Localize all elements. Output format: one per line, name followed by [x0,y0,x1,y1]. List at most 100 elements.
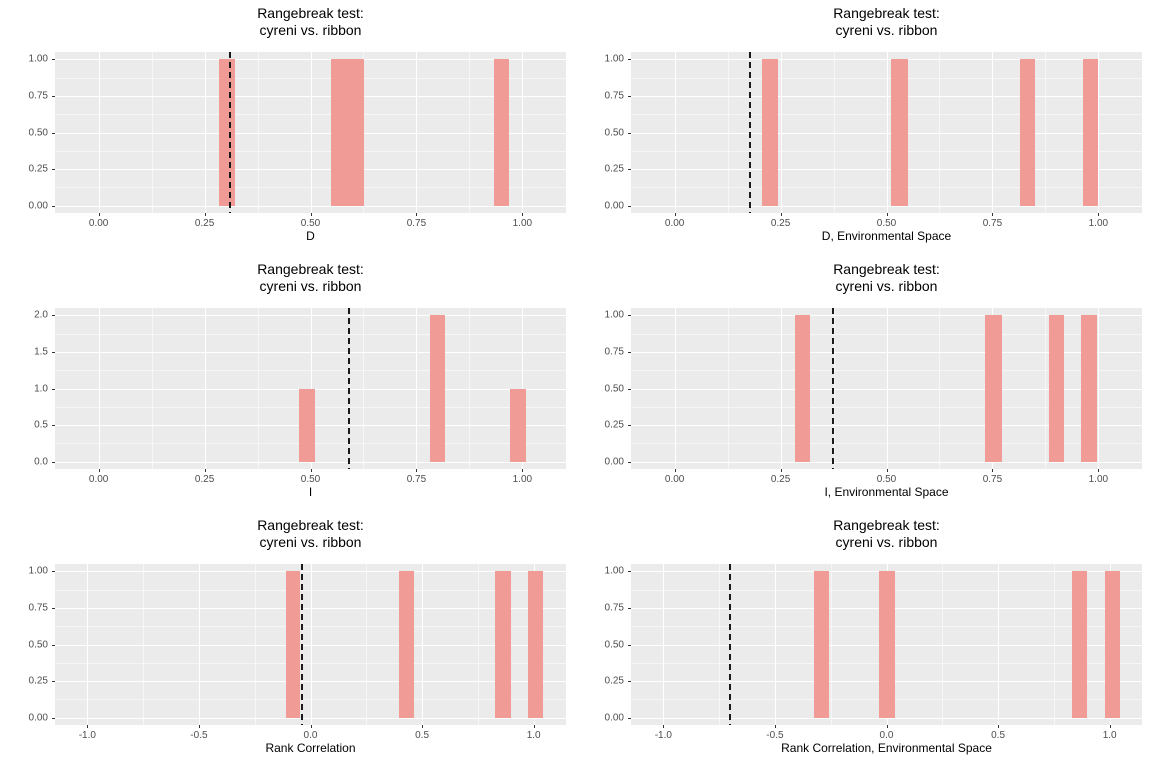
histogram-bar [510,388,526,462]
x-tick-label: 0.50 [300,474,321,485]
gridline-major-horizontal [631,132,1142,134]
plot-title: Rangebreak test: cyreni vs. ribbon [55,5,566,39]
x-tick-mark [674,213,676,216]
x-tick-mark [992,469,994,472]
x-tick-label: 0.50 [876,218,897,229]
x-tick-mark [780,469,782,472]
gridline-major-horizontal [55,717,566,719]
plot-panel: -1.0 -0.5 0.0 0.5 1.0 0.00 0.25 0.50 0.75 1.00 [29,564,566,741]
y-tick-label: 0.00 [604,456,624,468]
y-tick-mark [628,461,631,463]
y-tick-label: 0.25 [604,163,624,175]
plot-title-line1: Rangebreak test: [833,517,940,533]
y-tick-label: 1.0 [34,383,48,394]
gridline-major-horizontal [55,315,566,317]
gridline-major-horizontal [631,425,1142,427]
histogram-bar [891,59,909,206]
y-tick-label: 0.50 [28,127,48,138]
y-tick-label: 1.5 [34,346,48,358]
y-tick-mark [628,717,631,719]
x-tick-mark [98,469,100,472]
x-tick-label: 1.0 [526,730,541,741]
gridline-major-horizontal [631,169,1142,171]
x-tick-label: 0.75 [982,218,1003,229]
y-tick-mark [52,132,55,134]
y-tick-label: 0.50 [604,383,624,394]
plot-rank-correlation-env: Rangebreak test: cyreni vs. ribbon -1.0-… [576,512,1152,768]
x-tick-label: 0.0 [303,730,318,741]
histogram-bar [879,571,895,718]
plot-d-env: Rangebreak test: cyreni vs. ribbon 0.00 0… [576,0,1152,256]
histogram-bar [429,315,446,462]
x-tick-label: 0.50 [876,474,897,485]
gridline-major-horizontal [631,351,1142,353]
y-tick-mark [52,717,55,719]
plot-title-line2: cyreni vs. ribbon [835,534,938,550]
y-tick-mark [628,425,631,427]
plot-title-line1: Rangebreak test: [257,517,364,533]
x-tick-label: 1.00 [1088,218,1109,229]
observed-value-dashed-line [748,52,751,213]
y-tick-mark [628,132,631,134]
observed-value-dashed-line [728,564,731,725]
y-tick-label: 0.75 [28,90,48,102]
x-tick-mark [416,469,418,472]
observed-value-dashed-line [228,52,231,213]
x-tick-mark [98,213,100,216]
histogram-bar [794,315,811,462]
gridline-major-horizontal [55,461,566,463]
x-tick-label: 0.75 [406,474,427,485]
x-tick-label: 0.00 [664,218,685,229]
histogram-bar [985,315,1002,462]
histogram-bar [218,59,236,206]
gridline-major-horizontal [631,95,1142,97]
gridline-major-horizontal [55,205,566,207]
histogram-bar [1072,571,1088,718]
gridline-major-horizontal [55,351,566,353]
x-tick-label: -1.0 [654,730,672,741]
observed-value-dashed-line [348,308,351,469]
x-axis-label: I, Environmental Space [824,485,949,499]
y-tick-label: 0.25 [604,419,624,431]
y-tick-label: 0.75 [28,602,48,614]
gridline-major-horizontal [55,681,566,683]
x-tick-mark [780,213,782,216]
x-tick-mark [992,213,994,216]
y-tick-mark [628,571,631,573]
x-tick-mark [310,213,312,216]
plot-i-env: Rangebreak test: cyreni vs. ribbon 0.00 0… [576,256,1152,512]
plot-title: Rangebreak test: cyreni vs. ribbon [631,5,1142,39]
gridline-major-horizontal [55,644,566,646]
x-tick-mark [1109,725,1111,728]
y-tick-label: 0.00 [28,200,48,212]
y-tick-label: 1.00 [604,53,624,65]
x-tick-mark [310,725,312,728]
histogram-bar [330,59,365,206]
y-tick-mark [628,315,631,317]
plot-title-line2: cyreni vs. ribbon [835,278,938,294]
histogram-bar [527,571,543,718]
gridline-major-horizontal [631,461,1142,463]
plot-title-line2: cyreni vs. ribbon [835,22,938,38]
x-tick-mark [1098,469,1100,472]
gridline-major-horizontal [55,607,566,609]
y-tick-label: 0.75 [604,346,624,358]
gridline-major-horizontal [55,169,566,171]
plot-title-line1: Rangebreak test: [257,5,364,21]
y-tick-mark [52,315,55,317]
plot-i: Rangebreak test: cyreni vs. ribbon 0.00 0… [0,256,576,512]
y-tick-mark [52,461,55,463]
x-tick-mark [886,469,888,472]
y-tick-mark [628,644,631,646]
y-tick-mark [52,644,55,646]
plot-panel: 0.00 0.25 0.50 0.75 1.00 0.00 0.25 0.50 0.75 1.00 [605,308,1142,485]
histogram-bar [1080,315,1097,462]
x-tick-label: 0.00 [88,474,109,485]
y-tick-mark [52,607,55,609]
y-tick-label: 0.25 [28,675,48,687]
y-tick-label: 0.25 [28,163,48,175]
plot-panel: 0.00 0.25 0.50 0.75 1.00 0.0 0.5 1.0 1.5 2.0 [34,308,566,485]
y-tick-mark [52,351,55,353]
x-tick-mark [663,725,665,728]
